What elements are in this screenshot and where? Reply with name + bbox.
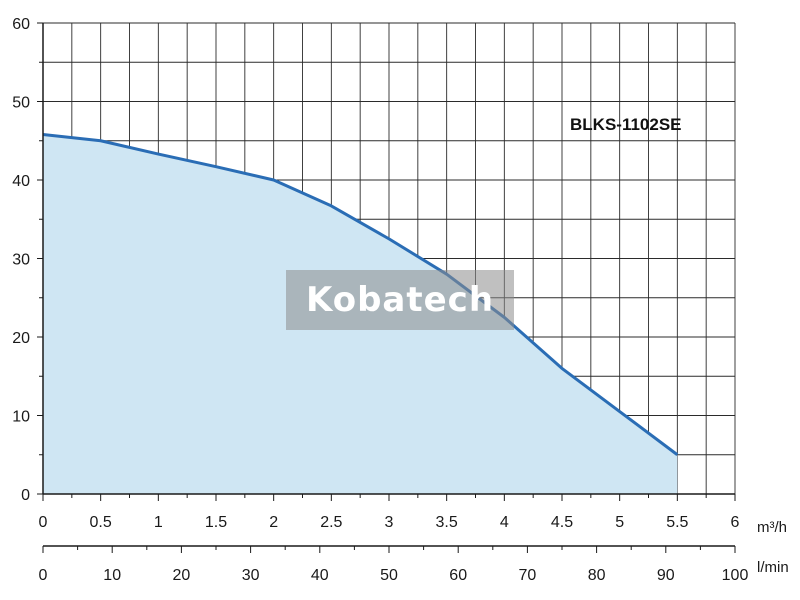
- x-top-tick-label: 6: [731, 514, 740, 531]
- x-bottom-tick-label: 80: [588, 567, 606, 584]
- x-bottom-tick-label: 30: [242, 567, 260, 584]
- x-top-tick-label: 4.5: [551, 514, 573, 531]
- x-top-tick-label: 0: [39, 514, 48, 531]
- x-bottom-tick-label: 50: [380, 567, 398, 584]
- x-top-tick-label: 0.5: [90, 514, 112, 531]
- x-unit-bottom: l/min: [757, 559, 789, 576]
- x-unit-top: m³/h: [757, 519, 787, 536]
- x-top-tick-label: 3.5: [436, 514, 458, 531]
- y-tick-label: 50: [12, 95, 30, 112]
- performance-curve-line: [42, 132, 679, 456]
- watermark-layer: Kobatech: [286, 270, 514, 330]
- x-top-tick-label: 3: [385, 514, 394, 531]
- y-tick-label: 0: [21, 487, 30, 504]
- y-tick-label: 40: [12, 173, 30, 190]
- x-bottom-tick-label: 100: [722, 567, 749, 584]
- x-bottom-tick-label: 40: [311, 567, 329, 584]
- x-bottom-tick-label: 90: [657, 567, 675, 584]
- x-bottom-tick-label: 20: [173, 567, 191, 584]
- x-bottom-tick-label: 10: [103, 567, 121, 584]
- x-bottom-tick-label: 70: [519, 567, 537, 584]
- x-top-tick-label: 4: [500, 514, 509, 531]
- y-tick-label: 10: [12, 409, 30, 426]
- x-top-tick-label: 1: [154, 514, 163, 531]
- watermark-background: [286, 270, 514, 330]
- x-top-tick-label: 2.5: [320, 514, 342, 531]
- y-tick-label: 20: [12, 330, 30, 347]
- y-tick-label: 30: [12, 252, 30, 269]
- x-top-tick-label: 5.5: [666, 514, 688, 531]
- y-tick-label: 60: [12, 16, 30, 33]
- series-label: BLKS-1102SE: [570, 115, 682, 134]
- x-bottom-tick-label: 60: [449, 567, 467, 584]
- x-top-tick-label: 5: [615, 514, 624, 531]
- watermark-text: Kobatech: [306, 280, 494, 320]
- x-top-tick-label: 2: [269, 514, 278, 531]
- x-top-tick-label: 1.5: [205, 514, 227, 531]
- x-bottom-tick-label: 0: [39, 567, 48, 584]
